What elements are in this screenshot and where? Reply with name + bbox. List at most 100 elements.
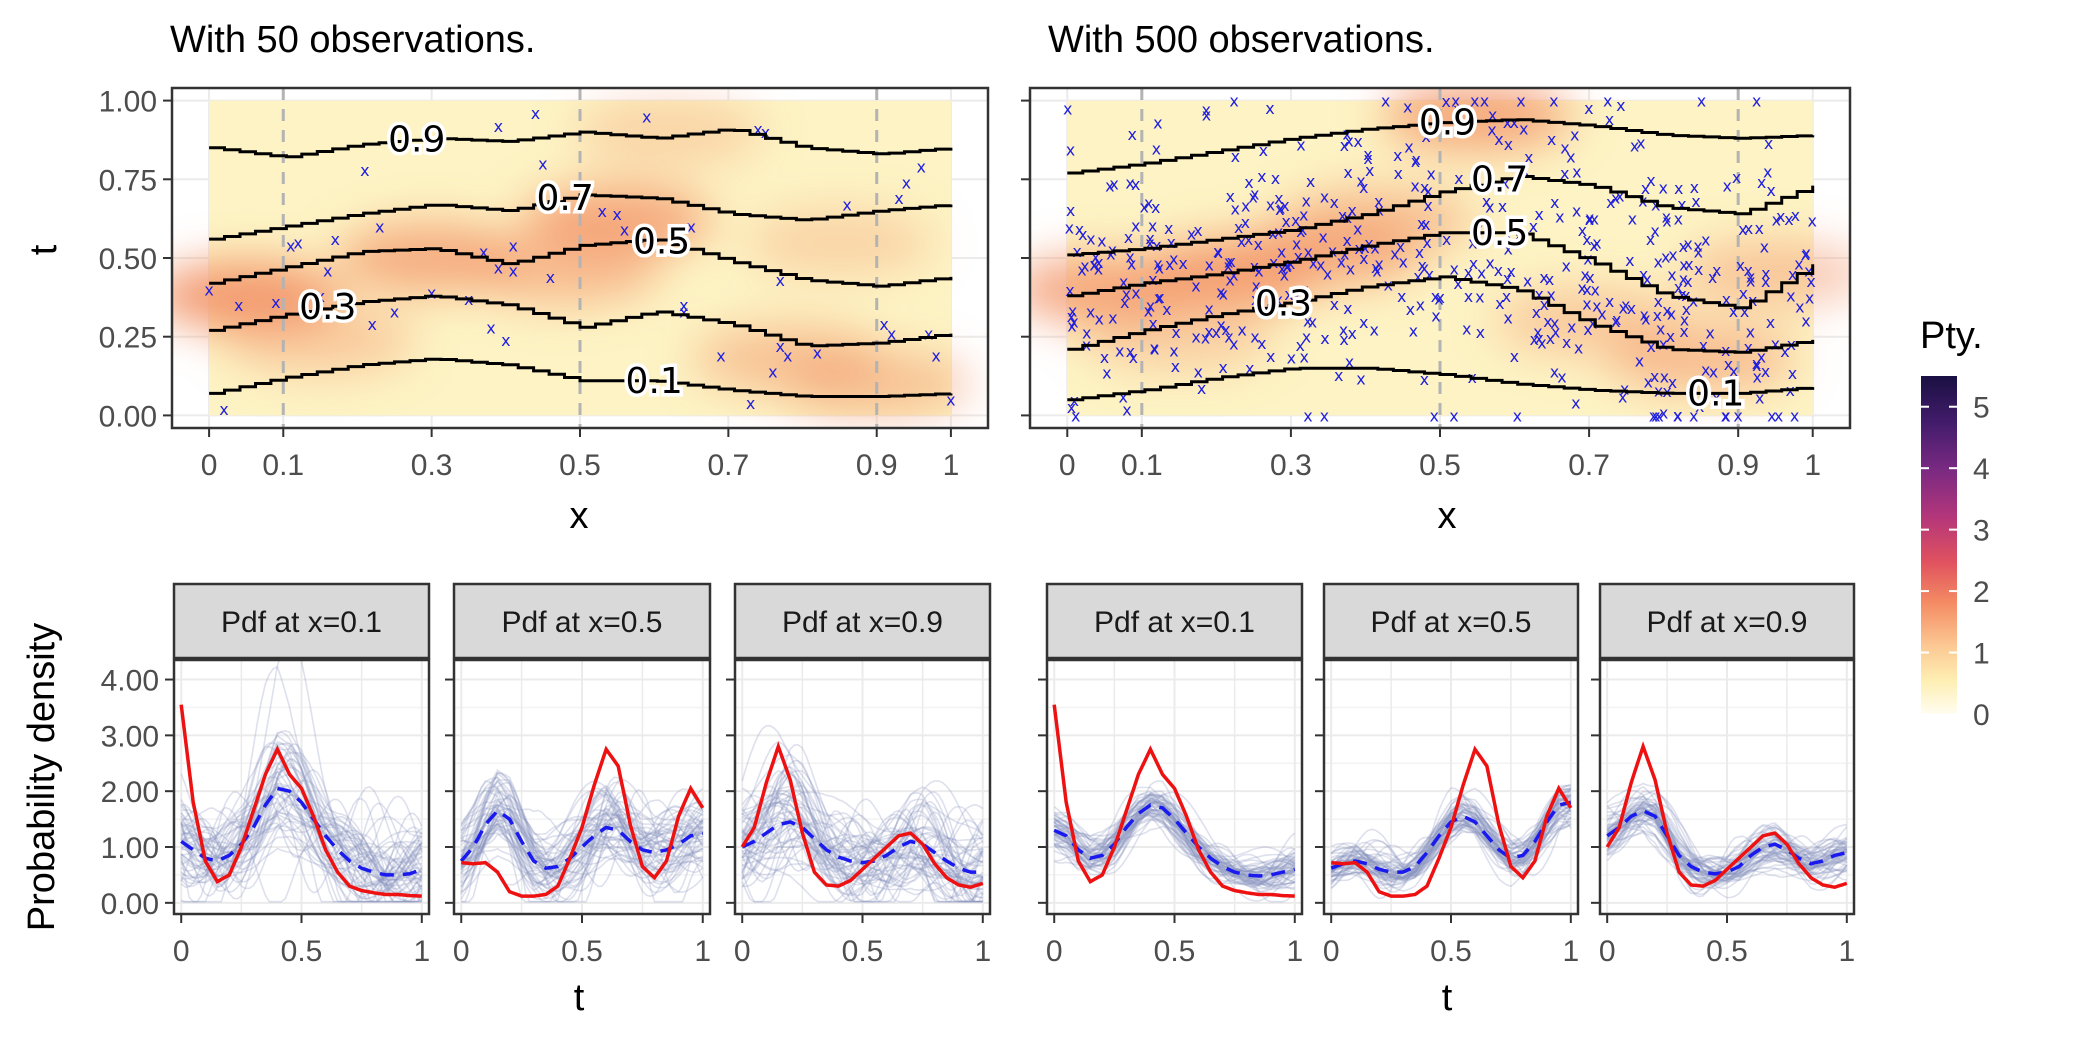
quantile-label: 0.9 — [388, 120, 445, 161]
observation-point: x — [1475, 288, 1484, 307]
observation-point: x — [1227, 252, 1236, 271]
observation-point: x — [1077, 261, 1086, 280]
x-tick-label: 0.3 — [411, 449, 453, 482]
observation-point: x — [1449, 260, 1458, 279]
observation-point: x — [1390, 245, 1399, 264]
observation-point: x — [1488, 106, 1497, 125]
observation-point: x — [1277, 259, 1286, 278]
observation-point: x — [1760, 238, 1769, 257]
observation-point: x — [1516, 92, 1525, 111]
x-tick-label: 1 — [1838, 935, 1855, 968]
observation-point: x — [1562, 333, 1571, 352]
posterior-sample-curve — [1330, 809, 1572, 879]
observation-point: x — [1393, 164, 1402, 183]
observation-point: x — [1441, 92, 1450, 111]
observation-point: x — [1409, 321, 1418, 340]
observation-point: x — [1654, 406, 1663, 425]
legend-tick-label: 3 — [1973, 515, 1990, 548]
posterior-sample-curve — [1054, 798, 1296, 887]
observation-point: x — [1523, 271, 1532, 290]
quantile-line-0.3 — [209, 294, 953, 348]
observation-point: x — [1372, 262, 1381, 281]
density-blob — [744, 208, 935, 277]
observation-point: x — [1668, 373, 1677, 392]
observation-point: x — [1169, 249, 1178, 268]
observation-point: x — [1701, 231, 1710, 250]
observation-point: x — [1736, 256, 1745, 275]
observation-point: x — [1585, 209, 1594, 228]
observation-point: x — [1543, 312, 1552, 331]
posterior-sample-curve — [1053, 793, 1296, 873]
observation-point: x — [1583, 320, 1592, 339]
observation-point: x — [1679, 269, 1688, 288]
observation-point: x — [234, 296, 243, 315]
posterior-sample-curve — [1330, 783, 1572, 881]
observation-point: x — [1178, 254, 1187, 273]
observation-point: x — [1417, 256, 1426, 275]
observation-point: x — [1144, 194, 1153, 213]
posterior-sample-curve — [742, 810, 983, 899]
observation-point: x — [1374, 255, 1383, 274]
observation-point: x — [1250, 328, 1259, 347]
observation-point: x — [1356, 172, 1365, 191]
observation-point: x — [1066, 141, 1075, 160]
posterior-sample-curve — [460, 794, 704, 886]
observation-point: x — [1582, 230, 1591, 249]
observation-point: x — [1567, 318, 1576, 337]
observation-point: x — [1396, 237, 1405, 256]
observation-point: x — [1406, 300, 1415, 319]
posterior-sample-curve — [741, 789, 984, 903]
observation-point: x — [1365, 161, 1374, 180]
observation-point: x — [1066, 201, 1075, 220]
observation-point: x — [1566, 147, 1575, 166]
observation-point: x — [1550, 362, 1559, 381]
observation-point: x — [1082, 323, 1091, 342]
observation-point: x — [1201, 101, 1210, 120]
observation-point: x — [1660, 368, 1669, 387]
observation-point: x — [1122, 401, 1131, 420]
posterior-sample-curve — [1054, 793, 1296, 892]
observation-point: x — [1577, 278, 1586, 297]
quantile-contours — [209, 128, 953, 398]
observation-point: x — [1729, 302, 1738, 321]
x-tick-label: 0.7 — [1568, 449, 1610, 482]
facet-strip-label: Pdf at x=0.1 — [221, 606, 382, 639]
observation-point: x — [1148, 216, 1157, 235]
left-pdf-x-axis-label: t — [574, 977, 585, 1019]
posterior-sample-curve — [1053, 808, 1295, 874]
facet-strip — [1322, 582, 1580, 660]
observation-point: x — [1131, 175, 1140, 194]
observation-point: x — [1320, 188, 1329, 207]
density-blob — [1285, 186, 1476, 255]
observation-point: x — [486, 318, 495, 337]
posterior-sample-curve — [1330, 798, 1572, 886]
density-blob — [470, 236, 661, 305]
posterior-sample-curve — [180, 752, 423, 868]
legend-tick-label: 1 — [1973, 638, 1990, 671]
posterior-sample-curve — [180, 747, 422, 859]
observation-point: x — [1477, 263, 1486, 282]
observation-point: x — [1683, 272, 1692, 291]
observation-point: x — [1229, 266, 1238, 285]
left-heatmap-title: With 50 observations. — [170, 19, 535, 61]
observation-point: x — [1572, 201, 1581, 220]
observation-point: x — [1359, 178, 1368, 197]
observation-point: x — [1551, 323, 1560, 342]
observation-point: x — [1485, 254, 1494, 273]
observation-point: x — [1298, 220, 1307, 239]
observation-point: x — [1611, 188, 1620, 207]
quantile-label: 0.7 — [537, 178, 594, 219]
observation-point: x — [1126, 342, 1135, 361]
posterior-sample-curve — [1053, 793, 1296, 875]
observation-point: x — [1071, 406, 1080, 425]
observation-point: x — [1191, 328, 1200, 347]
x-tick-label: 0 — [1323, 935, 1340, 968]
observation-point: x — [1148, 270, 1157, 289]
observation-point: x — [842, 195, 851, 214]
observation-point: x — [1585, 210, 1594, 229]
posterior-sample-curve — [1330, 784, 1571, 873]
observation-point: x — [1502, 287, 1511, 306]
posterior-sample-curve — [180, 784, 423, 903]
posterior-sample-curve — [460, 811, 704, 864]
posterior-sample-curve — [1330, 794, 1572, 872]
